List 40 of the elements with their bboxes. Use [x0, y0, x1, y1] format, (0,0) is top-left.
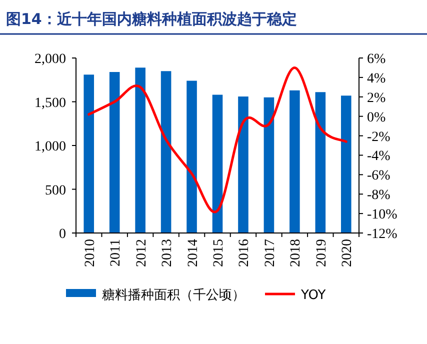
bar	[135, 68, 146, 233]
x-tick-label: 2010	[82, 239, 98, 267]
y2-tick-label: -2%	[367, 130, 391, 145]
bar	[84, 74, 94, 233]
y2-tick-label: 2%	[367, 90, 386, 106]
x-tick-label: 2018	[288, 239, 304, 267]
bar	[238, 96, 248, 233]
y-tick-label: 1,500	[34, 96, 66, 111]
x-tick-label: 2017	[262, 239, 278, 267]
bar	[264, 97, 274, 233]
y2-tick-label: 0%	[367, 110, 386, 126]
x-tick-label: 2016	[237, 239, 252, 267]
x-tick-label: 2012	[134, 239, 150, 267]
bar	[340, 96, 352, 233]
x-tick-label: 2019	[314, 239, 330, 267]
x-tick-label: 2013	[160, 239, 176, 267]
y2-tick-label: -12%	[367, 227, 398, 242]
y2-tick-label: -4%	[367, 149, 391, 164]
y2-tick-label: 4%	[367, 71, 386, 86]
y-tick-label: 1,000	[34, 140, 66, 154]
y2-tick-label: 6%	[367, 52, 386, 67]
legend-label: 糖料播种面积（千公顷）	[102, 288, 245, 303]
y-tick-label: 0	[59, 227, 66, 242]
y-tick-label: 2,000	[34, 52, 66, 67]
bar	[212, 94, 223, 233]
bar	[290, 90, 300, 233]
bar	[186, 80, 197, 233]
chart-title: 图14：近十年国内糖料种植面积波趋于稳定	[6, 10, 297, 28]
legend-label: YOY	[300, 288, 326, 303]
y2-tick-label: -10%	[367, 208, 398, 223]
bar	[315, 92, 326, 233]
bar	[160, 71, 172, 233]
y2-tick-label: -8%	[367, 188, 391, 204]
y-tick-label: 500	[45, 183, 66, 198]
bar	[109, 72, 120, 233]
x-tick-label: 2014	[186, 239, 201, 267]
y2-tick-label: -6%	[367, 168, 391, 184]
x-tick-label: 2020	[340, 239, 356, 267]
x-tick-label: 2015	[212, 239, 226, 267]
x-tick-label: 2011	[108, 239, 124, 266]
